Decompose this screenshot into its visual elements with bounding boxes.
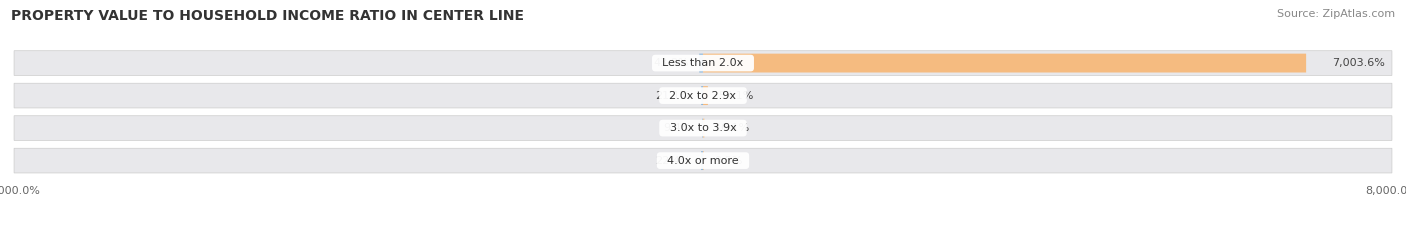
Text: 43.8%: 43.8% [654, 58, 689, 68]
Text: 7,003.6%: 7,003.6% [1331, 58, 1385, 68]
Text: Less than 2.0x: Less than 2.0x [655, 58, 751, 68]
Text: 9.5%: 9.5% [714, 156, 742, 166]
Text: 3.0x to 3.9x: 3.0x to 3.9x [662, 123, 744, 133]
FancyBboxPatch shape [14, 51, 1392, 75]
FancyBboxPatch shape [702, 151, 703, 170]
FancyBboxPatch shape [14, 116, 1392, 140]
Text: 2.0x to 2.9x: 2.0x to 2.9x [662, 91, 744, 101]
FancyBboxPatch shape [14, 83, 1392, 108]
Text: Source: ZipAtlas.com: Source: ZipAtlas.com [1277, 9, 1395, 19]
Text: 4.0x or more: 4.0x or more [661, 156, 745, 166]
FancyBboxPatch shape [703, 54, 1306, 72]
Text: 57.1%: 57.1% [718, 91, 754, 101]
FancyBboxPatch shape [702, 86, 703, 105]
FancyBboxPatch shape [14, 148, 1392, 173]
Text: 9.4%: 9.4% [664, 123, 692, 133]
Text: 16.1%: 16.1% [714, 123, 749, 133]
FancyBboxPatch shape [703, 86, 707, 105]
FancyBboxPatch shape [699, 54, 703, 72]
Text: 22.4%: 22.4% [655, 156, 690, 166]
Text: PROPERTY VALUE TO HOUSEHOLD INCOME RATIO IN CENTER LINE: PROPERTY VALUE TO HOUSEHOLD INCOME RATIO… [11, 9, 524, 23]
Text: 21.1%: 21.1% [655, 91, 690, 101]
